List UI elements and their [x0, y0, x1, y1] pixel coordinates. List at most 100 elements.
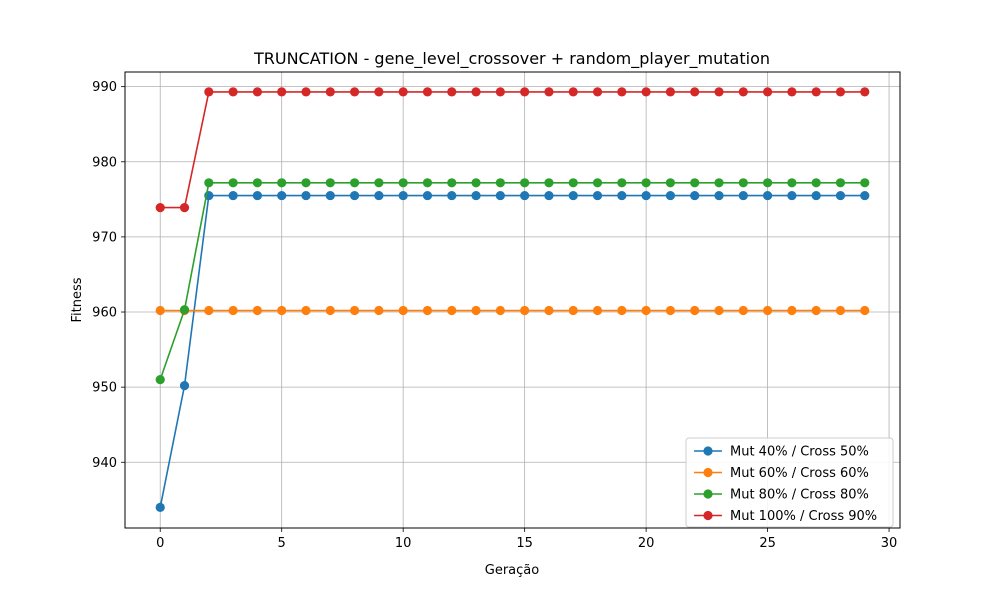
data-point — [374, 305, 384, 316]
data-point — [860, 178, 870, 188]
data-point — [520, 87, 530, 97]
x-tick-label: 15 — [516, 536, 533, 551]
legend-item: Mut 80% / Cross 80% — [694, 488, 869, 503]
data-point — [422, 178, 433, 188]
data-point — [471, 178, 481, 188]
legend-label: Mut 80% / Cross 80% — [730, 488, 869, 503]
data-point — [544, 190, 554, 201]
data-point — [155, 202, 165, 213]
data-point — [325, 190, 335, 201]
series-line — [160, 91, 865, 209]
data-point — [228, 178, 238, 188]
y-tick-label: 960 — [92, 306, 117, 321]
x-tick-label: 0 — [156, 536, 164, 551]
data-point — [252, 87, 263, 97]
data-point — [860, 190, 870, 201]
data-point — [690, 305, 700, 316]
legend-marker — [703, 446, 713, 456]
x-tick-label: 20 — [638, 536, 655, 551]
data-point — [811, 178, 821, 188]
data-point — [738, 87, 748, 97]
y-tick-label: 990 — [92, 80, 117, 95]
data-point — [762, 305, 773, 316]
data-point — [155, 375, 165, 385]
data-point — [690, 178, 700, 188]
data-point — [301, 178, 311, 188]
data-point — [835, 190, 846, 201]
data-point — [860, 87, 870, 97]
data-point — [835, 305, 846, 316]
data-point — [447, 87, 457, 97]
data-point — [277, 305, 287, 316]
data-point — [762, 87, 773, 97]
data-point — [592, 305, 603, 316]
data-point — [398, 87, 408, 97]
data-point — [835, 87, 846, 97]
x-tick-label: 10 — [395, 536, 412, 551]
data-point — [447, 178, 457, 188]
data-point — [544, 178, 554, 188]
x-tick-label: 5 — [278, 536, 286, 551]
data-point — [665, 87, 676, 97]
data-point — [471, 87, 481, 97]
data-point — [641, 87, 651, 97]
data-point — [520, 178, 530, 188]
legend-item: Mut 100% / Cross 90% — [694, 509, 877, 524]
data-point — [277, 190, 287, 201]
data-point — [204, 178, 214, 188]
data-point — [568, 87, 578, 97]
y-tick-label: 950 — [92, 381, 117, 396]
data-point — [398, 190, 408, 201]
data-point — [349, 190, 360, 201]
y-axis-ticks: 940 950 960 970 980 990 — [92, 80, 125, 471]
data-point — [301, 87, 311, 97]
data-point — [422, 190, 433, 201]
data-point — [641, 190, 651, 201]
data-point — [860, 305, 870, 316]
data-point — [179, 381, 190, 391]
data-point — [568, 305, 578, 316]
data-point — [374, 87, 384, 97]
data-point — [349, 178, 360, 188]
data-point — [811, 190, 821, 201]
legend-item: Mut 60% / Cross 60% — [694, 466, 869, 481]
y-axis-label: Fitness — [70, 277, 85, 322]
data-point — [690, 87, 700, 97]
data-point — [592, 190, 603, 201]
legend-marker — [703, 510, 713, 521]
plot-area-frame — [124, 71, 901, 529]
data-point — [155, 305, 165, 316]
legend-label: Mut 100% / Cross 90% — [730, 509, 877, 524]
data-point — [471, 190, 481, 201]
data-point — [495, 87, 505, 97]
data-point — [665, 305, 676, 316]
data-point — [374, 190, 384, 201]
series-line — [159, 182, 865, 380]
data-point — [301, 190, 311, 201]
data-point — [520, 305, 530, 316]
data-point — [787, 305, 797, 316]
data-point — [714, 190, 724, 201]
x-tick-label: 25 — [759, 536, 776, 551]
data-point — [568, 178, 578, 188]
data-point — [714, 178, 724, 188]
data-point — [544, 87, 554, 97]
series-1 — [155, 190, 870, 512]
data-point — [179, 305, 190, 315]
data-point — [228, 190, 238, 201]
legend-box — [685, 437, 894, 528]
data-point — [617, 178, 627, 188]
data-point — [179, 202, 190, 213]
data-point — [641, 305, 651, 316]
data-point — [811, 305, 821, 316]
data-point — [204, 87, 214, 97]
chart-title: TRUNCATION - gene_level_crossover + rand… — [253, 49, 770, 69]
series-layer — [155, 87, 870, 512]
data-point — [520, 190, 530, 201]
data-point — [228, 87, 238, 97]
data-point — [714, 305, 724, 316]
data-point — [762, 178, 773, 188]
data-point — [349, 87, 360, 97]
data-point — [252, 305, 263, 316]
